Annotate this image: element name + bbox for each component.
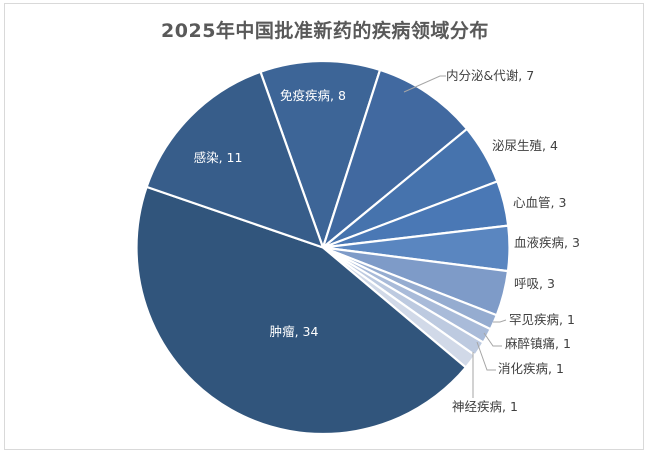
data-label: 免疫疾病, 8 [280, 88, 346, 103]
leader-line [476, 341, 496, 371]
data-label: 麻醉镇痛, 1 [505, 336, 571, 351]
data-label: 血液疾病, 3 [514, 235, 580, 250]
pie-slice-11 [135, 185, 467, 436]
data-label: 肿瘤, 34 [270, 324, 319, 339]
leader-line [403, 75, 446, 93]
leader-line [483, 332, 502, 347]
data-label: 神经疾病, 1 [452, 399, 518, 414]
leader-lines [403, 75, 507, 398]
chart-title: 2025年中国批准新药的疾病领域分布 [161, 20, 489, 42]
data-label: 泌尿生殖, 4 [492, 138, 558, 153]
pie-slice-12 [145, 70, 325, 249]
data-label: 消化疾病, 1 [498, 361, 564, 376]
data-label: 罕见疾病, 1 [509, 312, 575, 327]
data-label: 心血管, 3 [513, 195, 566, 210]
data-label: 内分泌&代谢, 7 [446, 68, 534, 83]
data-label: 感染, 11 [194, 150, 243, 165]
pie-slices [135, 59, 511, 436]
data-labels: 免疫疾病, 8 内分泌&代谢, 7 泌尿生殖, 4 心血管, 3 血液疾病, 3 呼吸, … [194, 68, 580, 414]
pie-slice-1 [259, 59, 382, 249]
data-label: 呼吸, 3 [514, 276, 555, 291]
pie-slice-2 [321, 68, 469, 249]
leader-line [493, 319, 507, 323]
